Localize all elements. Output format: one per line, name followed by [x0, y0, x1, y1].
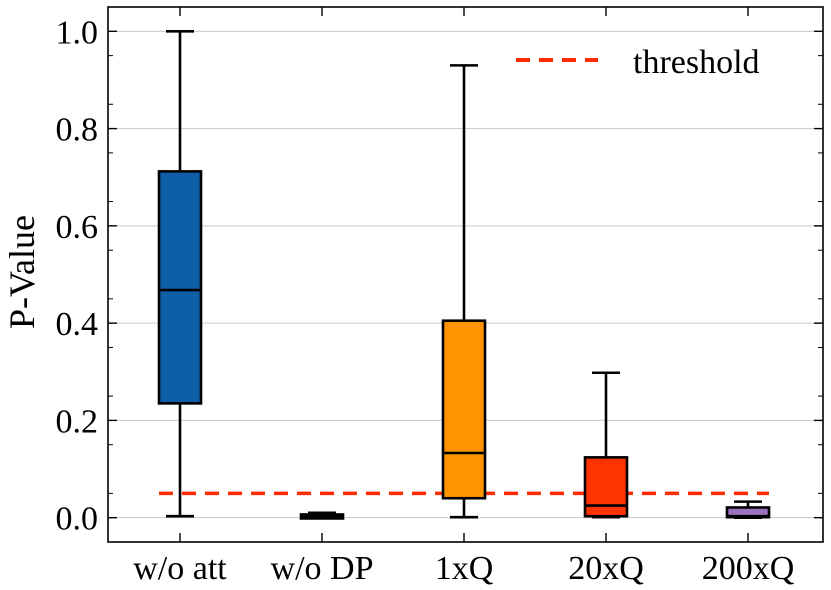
y-tick-label: 1.0 [56, 14, 99, 51]
y-tick-label: 0.2 [56, 403, 99, 440]
axis-ticks: 0.0 0.2 0.4 0.6 0.8 1.0 w/o att w/o DP 1xQ 20xQ 20… [56, 7, 823, 587]
box-w-o-dp [299, 511, 345, 520]
box-20xq [583, 371, 629, 519]
boxes [157, 30, 771, 520]
legend: threshold [516, 44, 760, 81]
iqr-box [157, 170, 203, 405]
y-tick-label: 0.6 [56, 209, 99, 246]
iqr-box [441, 319, 487, 500]
x-tick-label: 20xQ [568, 550, 644, 587]
plot-frame [107, 6, 824, 543]
box-w-o-att [157, 30, 203, 518]
x-tick-label: 1xQ [435, 550, 494, 587]
y-tick-label: 0.8 [56, 112, 99, 149]
box-200xq [725, 500, 771, 519]
y-tick-label: 0.0 [56, 501, 99, 538]
x-tick-label: w/o DP [271, 550, 374, 587]
x-tick-label: 200xQ [702, 550, 795, 587]
y-tick-label: 0.4 [56, 306, 99, 343]
iqr-box [583, 456, 629, 518]
legend-threshold-label: threshold [633, 44, 760, 81]
y-axis-title: P-Value [2, 215, 42, 329]
box-1xq [441, 64, 487, 519]
x-tick-label: w/o att [133, 550, 227, 587]
